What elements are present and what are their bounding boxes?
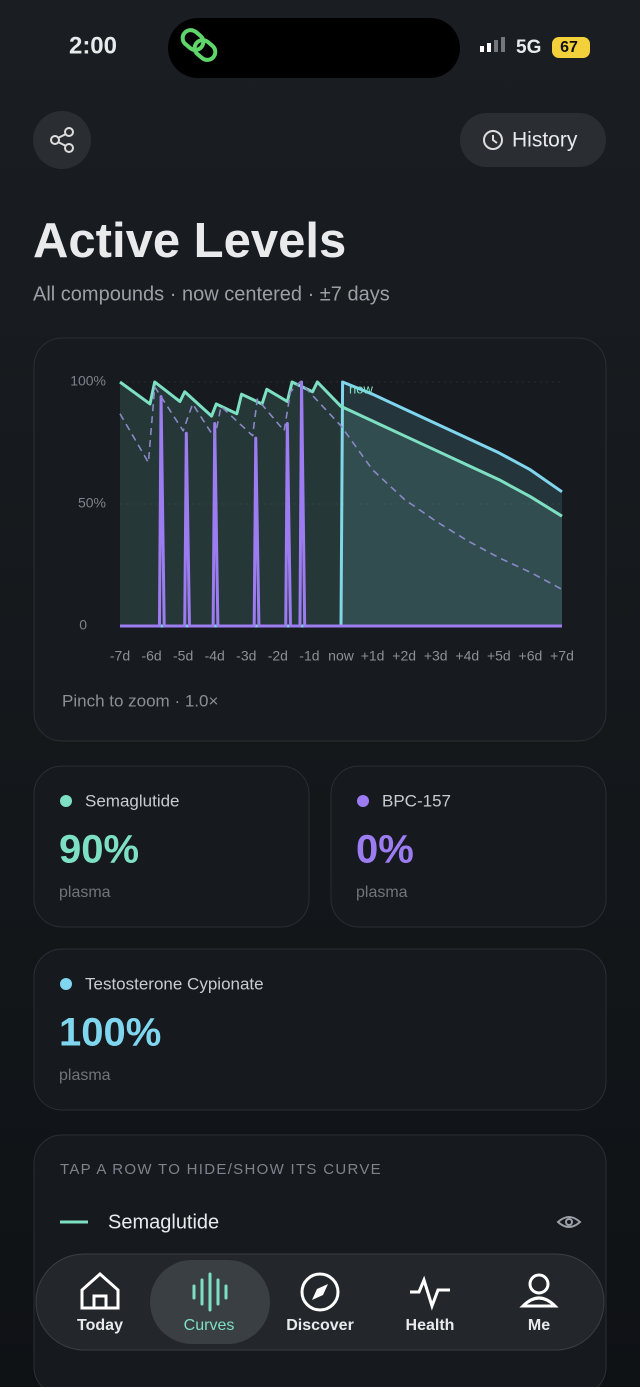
card-name: Semaglutide <box>85 791 180 810</box>
card-dot <box>60 978 72 990</box>
x-tick-label: +6d <box>519 648 543 664</box>
page-title: Active Levels <box>33 214 346 268</box>
card <box>33 765 310 928</box>
me-icon <box>528 1273 550 1295</box>
card-unit: plasma <box>59 884 111 901</box>
x-tick-label: +5d <box>487 648 511 664</box>
dynamic-island <box>168 18 460 78</box>
x-tick-label: -3d <box>236 648 256 664</box>
wave-icon <box>192 1272 228 1312</box>
history-label: History <box>512 129 578 152</box>
tab-label[interactable]: Me <box>528 1317 550 1334</box>
card-dot <box>60 795 72 807</box>
tab-bar <box>35 1253 605 1351</box>
line <box>120 380 562 628</box>
x-tick-label: +3d <box>424 648 448 664</box>
card-value: 0% <box>356 828 414 872</box>
x-tick-label: -4d <box>205 648 225 664</box>
card-unit: plasma <box>59 1067 111 1084</box>
health-icon <box>410 1275 450 1311</box>
history-button[interactable] <box>460 113 606 167</box>
clock: 2:00 <box>69 32 117 59</box>
line <box>120 380 563 628</box>
chart: 0 50% 100% -7d -6d -5d -4d -3d -2d -1d now +1d +2d +3… <box>70 373 574 664</box>
card-value: 100% <box>59 1011 161 1055</box>
x-tick-label: -1d <box>299 648 319 664</box>
tab-label[interactable]: Health <box>406 1317 455 1334</box>
x-tick-label: +2d <box>392 648 416 664</box>
card-name: BPC-157 <box>382 791 451 810</box>
tab-label[interactable]: Discover <box>286 1317 354 1334</box>
tab-label[interactable]: Today <box>77 1317 123 1334</box>
signal-icon <box>480 37 505 52</box>
x-tick-label: +1d <box>361 648 385 664</box>
me-icon-body <box>519 1296 559 1308</box>
line <box>119 380 563 518</box>
legend-row[interactable]: Semaglutide <box>108 1211 219 1233</box>
page-subtitle: All compounds · now centered · ±7 days <box>33 283 390 305</box>
clock-hands <box>492 135 498 144</box>
x-tick-label: -6d <box>141 648 161 664</box>
compass-needle <box>312 1284 328 1300</box>
area <box>120 382 562 626</box>
card <box>33 948 607 1111</box>
battery <box>552 37 590 58</box>
island-icon <box>180 28 218 62</box>
x-tick-label: -7d <box>110 648 130 664</box>
x-tick-label: +7d <box>550 648 574 664</box>
annotation: now <box>349 381 373 396</box>
y-tick-label: 50% <box>78 495 106 511</box>
home-icon <box>80 1271 120 1310</box>
share-button[interactable] <box>33 111 91 169</box>
card-name: Testosterone Cypionate <box>85 974 264 993</box>
eye-icon[interactable] <box>556 1216 582 1228</box>
card-value: 90% <box>59 828 139 872</box>
area <box>120 382 562 626</box>
share-icon <box>50 127 74 153</box>
tab-label[interactable]: Curves <box>184 1317 235 1334</box>
y-tick-label: 100% <box>70 373 106 389</box>
network: 5G <box>516 37 541 58</box>
legend-heading: TAP A ROW TO HIDE/SHOW ITS CURVE <box>60 1161 382 1178</box>
zoom-note: Pinch to zoom · 1.0× <box>62 691 218 710</box>
clock-icon <box>483 130 503 150</box>
x-tick-label: now <box>328 648 355 664</box>
compass-icon <box>300 1272 340 1312</box>
x-tick-label: +4d <box>455 648 479 664</box>
card-unit: plasma <box>356 884 408 901</box>
battery-level: 67 <box>560 39 578 56</box>
x-tick-label: -5d <box>173 648 193 664</box>
dashed-line <box>119 381 563 591</box>
x-tick-label: -2d <box>268 648 288 664</box>
y-tick-label: 0 <box>79 617 87 633</box>
chart-card <box>33 337 607 742</box>
card-dot <box>357 795 369 807</box>
card <box>330 765 607 928</box>
